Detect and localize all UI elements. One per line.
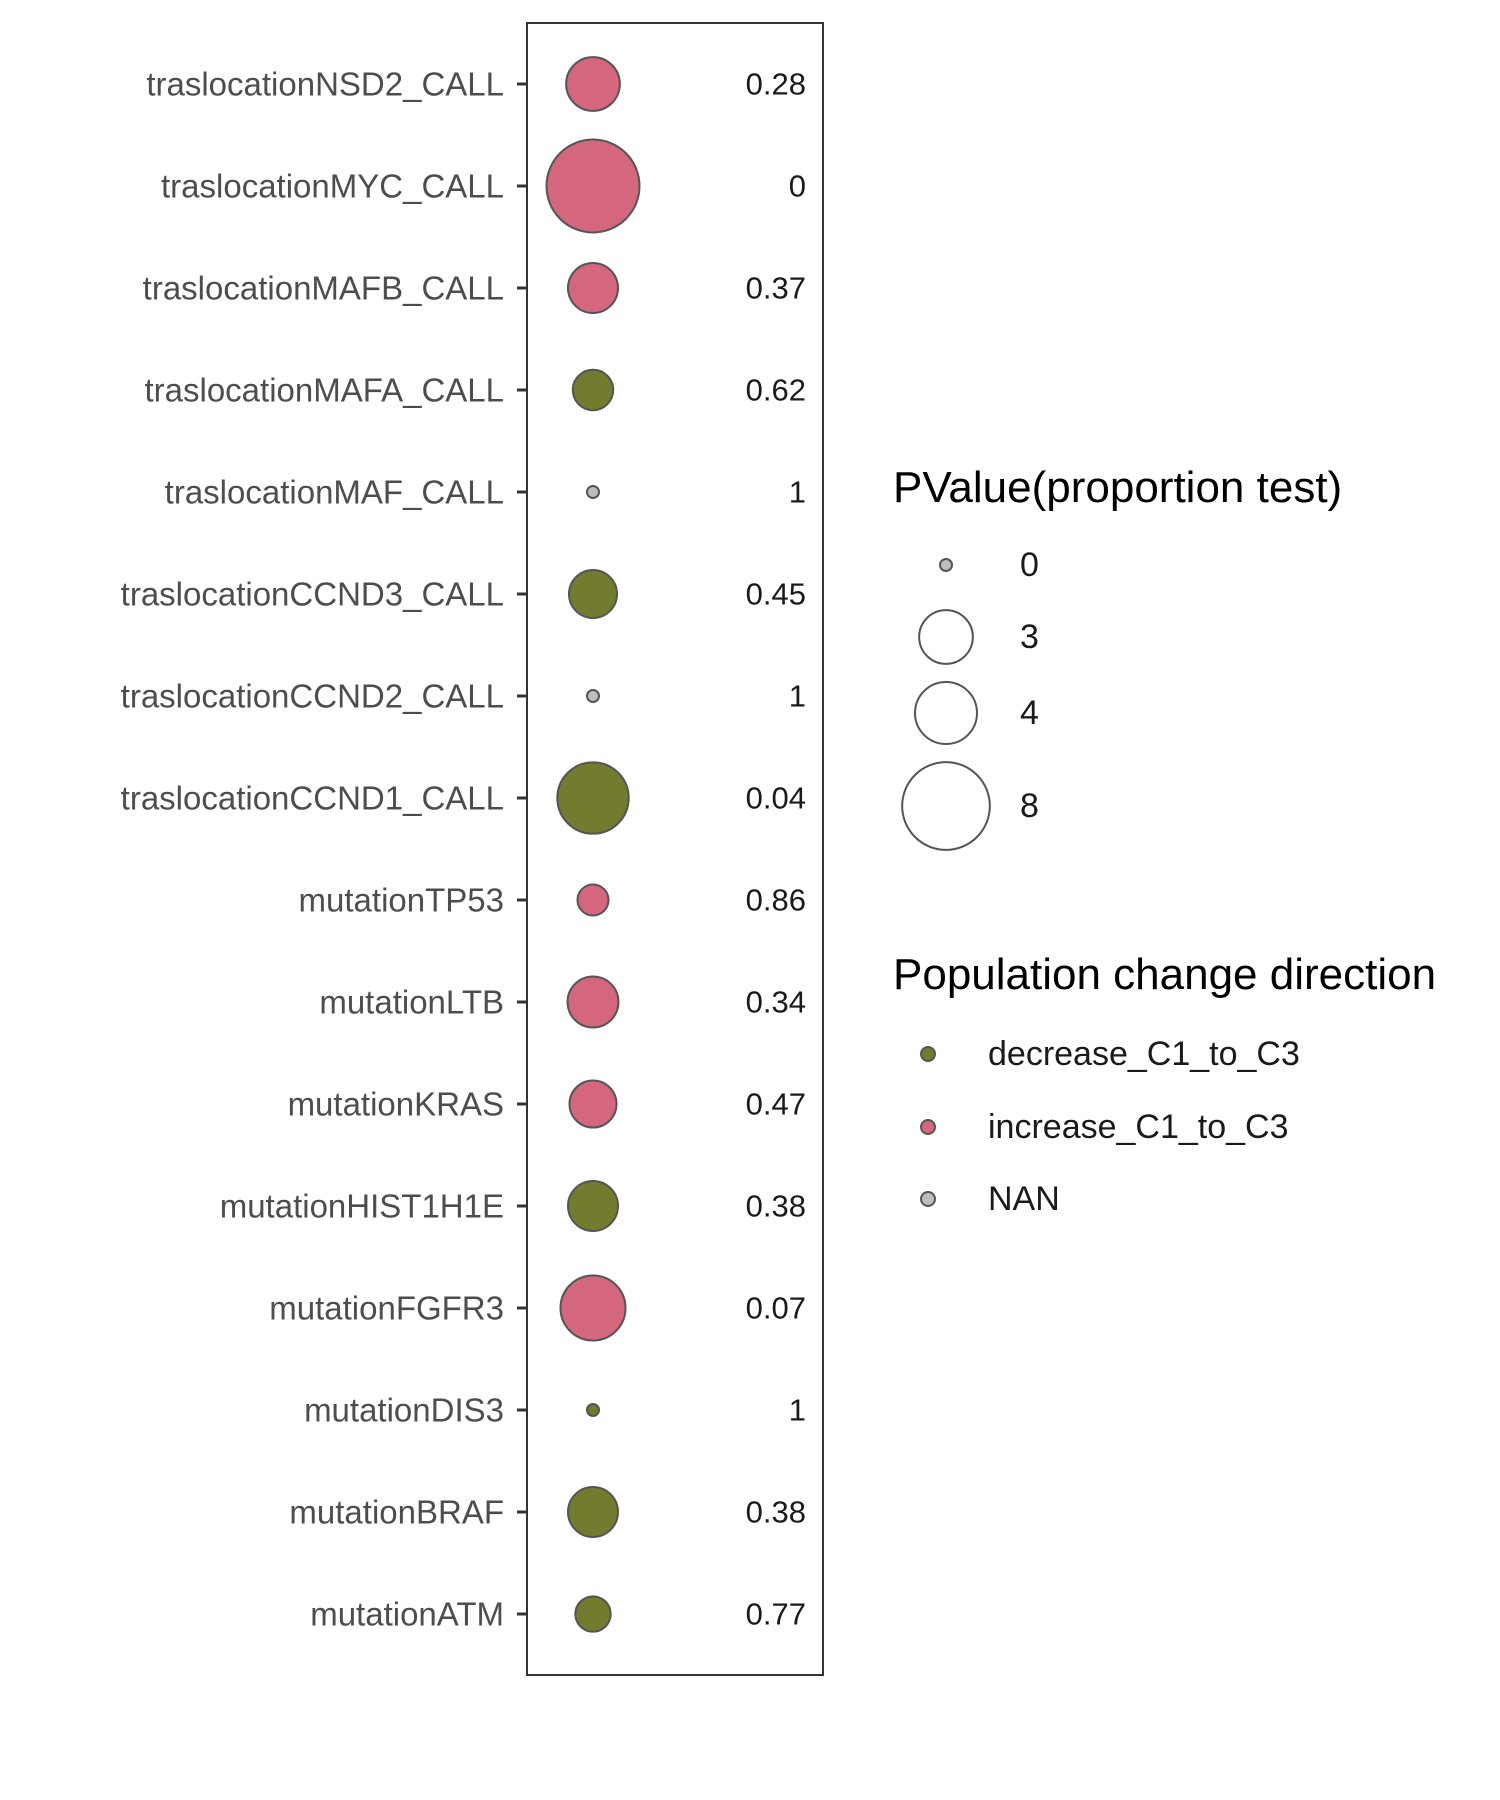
pvalue-label: 0.37 [746, 271, 806, 306]
color-legend-title: Population change direction [893, 950, 1436, 999]
color-legend: Population change direction decrease_C1_… [893, 950, 1436, 1218]
y-tick-label: traslocationMYC_CALL [161, 168, 504, 205]
color-legend-key [920, 1119, 936, 1135]
bubble-point [567, 1180, 619, 1232]
bubble-point [585, 484, 601, 500]
y-tick-label: mutationBRAF [289, 1494, 504, 1531]
y-tick-label: traslocationNSD2_CALL [146, 66, 504, 103]
y-tick-label: traslocationCCND1_CALL [121, 780, 504, 817]
color-legend-key [920, 1046, 936, 1062]
y-axis: traslocationNSD2_CALL traslocationMYC_CAL… [121, 66, 527, 1633]
bubble-point [585, 688, 601, 704]
pvalue-label: 0.86 [746, 883, 806, 918]
pvalue-label: 1 [789, 1393, 806, 1428]
size-legend-key [938, 557, 954, 573]
y-tick-label: mutationKRAS [288, 1086, 504, 1123]
color-legend-label: decrease_C1_to_C3 [988, 1035, 1300, 1073]
y-tick-label: mutationLTB [319, 984, 504, 1021]
bubble-point [571, 368, 615, 412]
bubble-point [568, 1079, 618, 1129]
pvalue-label: 0.45 [746, 577, 806, 612]
size-legend-key [901, 761, 991, 851]
size-legend-label: 0 [1020, 546, 1039, 584]
bubbles [545, 56, 641, 1633]
color-legend-label: increase_C1_to_C3 [988, 1108, 1289, 1146]
y-tick-label: traslocationMAF_CALL [165, 474, 504, 511]
size-legend-label: 4 [1020, 694, 1039, 732]
y-tick-label: traslocationMAFA_CALL [144, 372, 504, 409]
bubble-point [567, 262, 619, 314]
bubble-point [585, 1402, 601, 1418]
pvalue-label: 1 [789, 475, 806, 510]
y-tick-label: mutationHIST1H1E [220, 1188, 504, 1225]
bubble-point [565, 56, 621, 112]
panel-border [526, 22, 824, 1676]
bubble-point [567, 1486, 619, 1538]
pvalue-label: 0 [789, 169, 806, 204]
pvalue-label: 1 [789, 679, 806, 714]
y-tick-label: mutationFGFR3 [269, 1290, 504, 1327]
pvalue-label: 0.04 [746, 781, 806, 816]
pvalue-label: 0.77 [746, 1597, 806, 1632]
size-legend: PValue(proportion test) 0 3 4 8 [893, 463, 1342, 851]
pvalue-label: 0.38 [746, 1189, 806, 1224]
size-legend-key [918, 609, 974, 665]
bubble-point [566, 975, 620, 1029]
bubble-point [574, 1595, 612, 1633]
size-legend-label: 8 [1020, 787, 1039, 825]
y-tick-label: mutationTP53 [299, 882, 504, 919]
pvalue-label: 0.38 [746, 1495, 806, 1530]
y-tick-label: mutationATM [310, 1596, 504, 1633]
bubble-point [576, 883, 610, 917]
y-tick-label: mutationDIS3 [304, 1392, 504, 1429]
pvalue-label: 0.34 [746, 985, 806, 1020]
bubble-point [556, 761, 630, 835]
size-legend-key [914, 681, 978, 745]
bubble-point [559, 1274, 627, 1342]
color-legend-key [920, 1191, 936, 1207]
y-tick-label: traslocationCCND2_CALL [121, 678, 504, 715]
size-legend-label: 3 [1020, 618, 1039, 656]
bubble-point [545, 138, 641, 234]
pvalue-label: 0.07 [746, 1291, 806, 1326]
pvalue-label: 0.62 [746, 373, 806, 408]
pvalue-label: 0.47 [746, 1087, 806, 1122]
y-tick-label: traslocationMAFB_CALL [143, 270, 504, 307]
size-legend-title: PValue(proportion test) [893, 463, 1342, 512]
pvalue-labels: 0.28 0 0.37 0.62 1 0.45 1 0.04 0.86 0.34 0.47 0.38 0… [746, 67, 806, 1632]
bubble-point [567, 568, 619, 620]
y-tick-label: traslocationCCND3_CALL [121, 576, 504, 613]
color-legend-label: NAN [988, 1180, 1060, 1218]
pvalue-label: 0.28 [746, 67, 806, 102]
